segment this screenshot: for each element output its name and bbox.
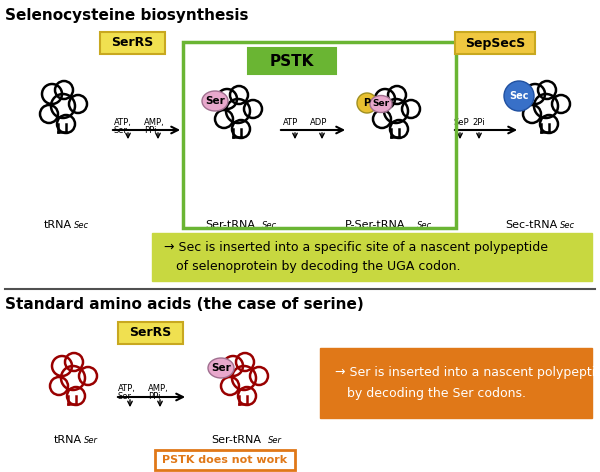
FancyBboxPatch shape xyxy=(455,32,535,54)
Text: Sec-tRNA: Sec-tRNA xyxy=(505,220,557,230)
Text: Ser: Ser xyxy=(84,436,98,445)
Text: → Ser is inserted into a nascent polypeptide
   by decoding the Ser codons.: → Ser is inserted into a nascent polypep… xyxy=(335,366,600,400)
Text: Sec: Sec xyxy=(560,221,575,230)
Text: Ser: Ser xyxy=(205,96,225,106)
Text: Ser: Ser xyxy=(114,126,128,135)
Text: AMP,: AMP, xyxy=(144,118,165,127)
Text: SerRS: SerRS xyxy=(112,36,154,50)
Text: AMP,: AMP, xyxy=(148,384,169,393)
FancyBboxPatch shape xyxy=(118,322,183,344)
Text: ADP: ADP xyxy=(310,118,328,127)
Text: ATP: ATP xyxy=(283,118,298,127)
Text: Sec: Sec xyxy=(417,221,432,230)
Text: ATP,: ATP, xyxy=(114,118,132,127)
Ellipse shape xyxy=(208,358,234,378)
FancyBboxPatch shape xyxy=(320,348,592,418)
Text: Ser: Ser xyxy=(118,392,132,401)
Text: ATP,: ATP, xyxy=(118,384,136,393)
Text: Sec: Sec xyxy=(74,221,89,230)
Text: PSTK does not work: PSTK does not work xyxy=(163,455,287,465)
Ellipse shape xyxy=(202,91,228,111)
FancyBboxPatch shape xyxy=(248,48,336,74)
Text: P: P xyxy=(364,98,371,108)
Circle shape xyxy=(357,93,377,113)
Text: Ser-tRNA: Ser-tRNA xyxy=(211,435,261,445)
Text: tRNA: tRNA xyxy=(44,220,72,230)
Ellipse shape xyxy=(370,95,392,112)
FancyBboxPatch shape xyxy=(152,233,592,281)
Text: PPi: PPi xyxy=(148,392,161,401)
Text: Ser-tRNA: Ser-tRNA xyxy=(205,220,255,230)
Text: SerRS: SerRS xyxy=(130,327,172,339)
Text: tRNA: tRNA xyxy=(54,435,82,445)
Circle shape xyxy=(504,81,534,111)
FancyBboxPatch shape xyxy=(100,32,165,54)
Text: SeP: SeP xyxy=(453,118,469,127)
Text: Ser: Ser xyxy=(373,100,389,109)
Text: PPi: PPi xyxy=(144,126,157,135)
Text: Selenocysteine biosynthesis: Selenocysteine biosynthesis xyxy=(5,8,248,23)
Text: Ser: Ser xyxy=(211,363,231,373)
Text: Standard amino acids (the case of serine): Standard amino acids (the case of serine… xyxy=(5,297,364,312)
Text: Sec: Sec xyxy=(262,221,277,230)
Text: P-Ser-tRNA: P-Ser-tRNA xyxy=(345,220,406,230)
Text: Ser: Ser xyxy=(268,436,282,445)
Text: PSTK: PSTK xyxy=(270,53,314,68)
Text: SepSecS: SepSecS xyxy=(465,36,525,50)
FancyBboxPatch shape xyxy=(155,450,295,470)
Text: 2Pi: 2Pi xyxy=(472,118,485,127)
Text: Sec: Sec xyxy=(509,91,529,101)
Text: → Sec is inserted into a specific site of a nascent polypeptide
   of selenoprot: → Sec is inserted into a specific site o… xyxy=(164,241,548,273)
